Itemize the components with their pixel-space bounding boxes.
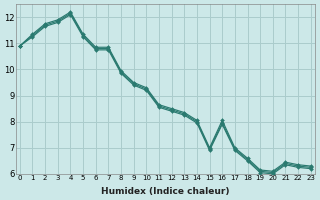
X-axis label: Humidex (Indice chaleur): Humidex (Indice chaleur) (101, 187, 229, 196)
